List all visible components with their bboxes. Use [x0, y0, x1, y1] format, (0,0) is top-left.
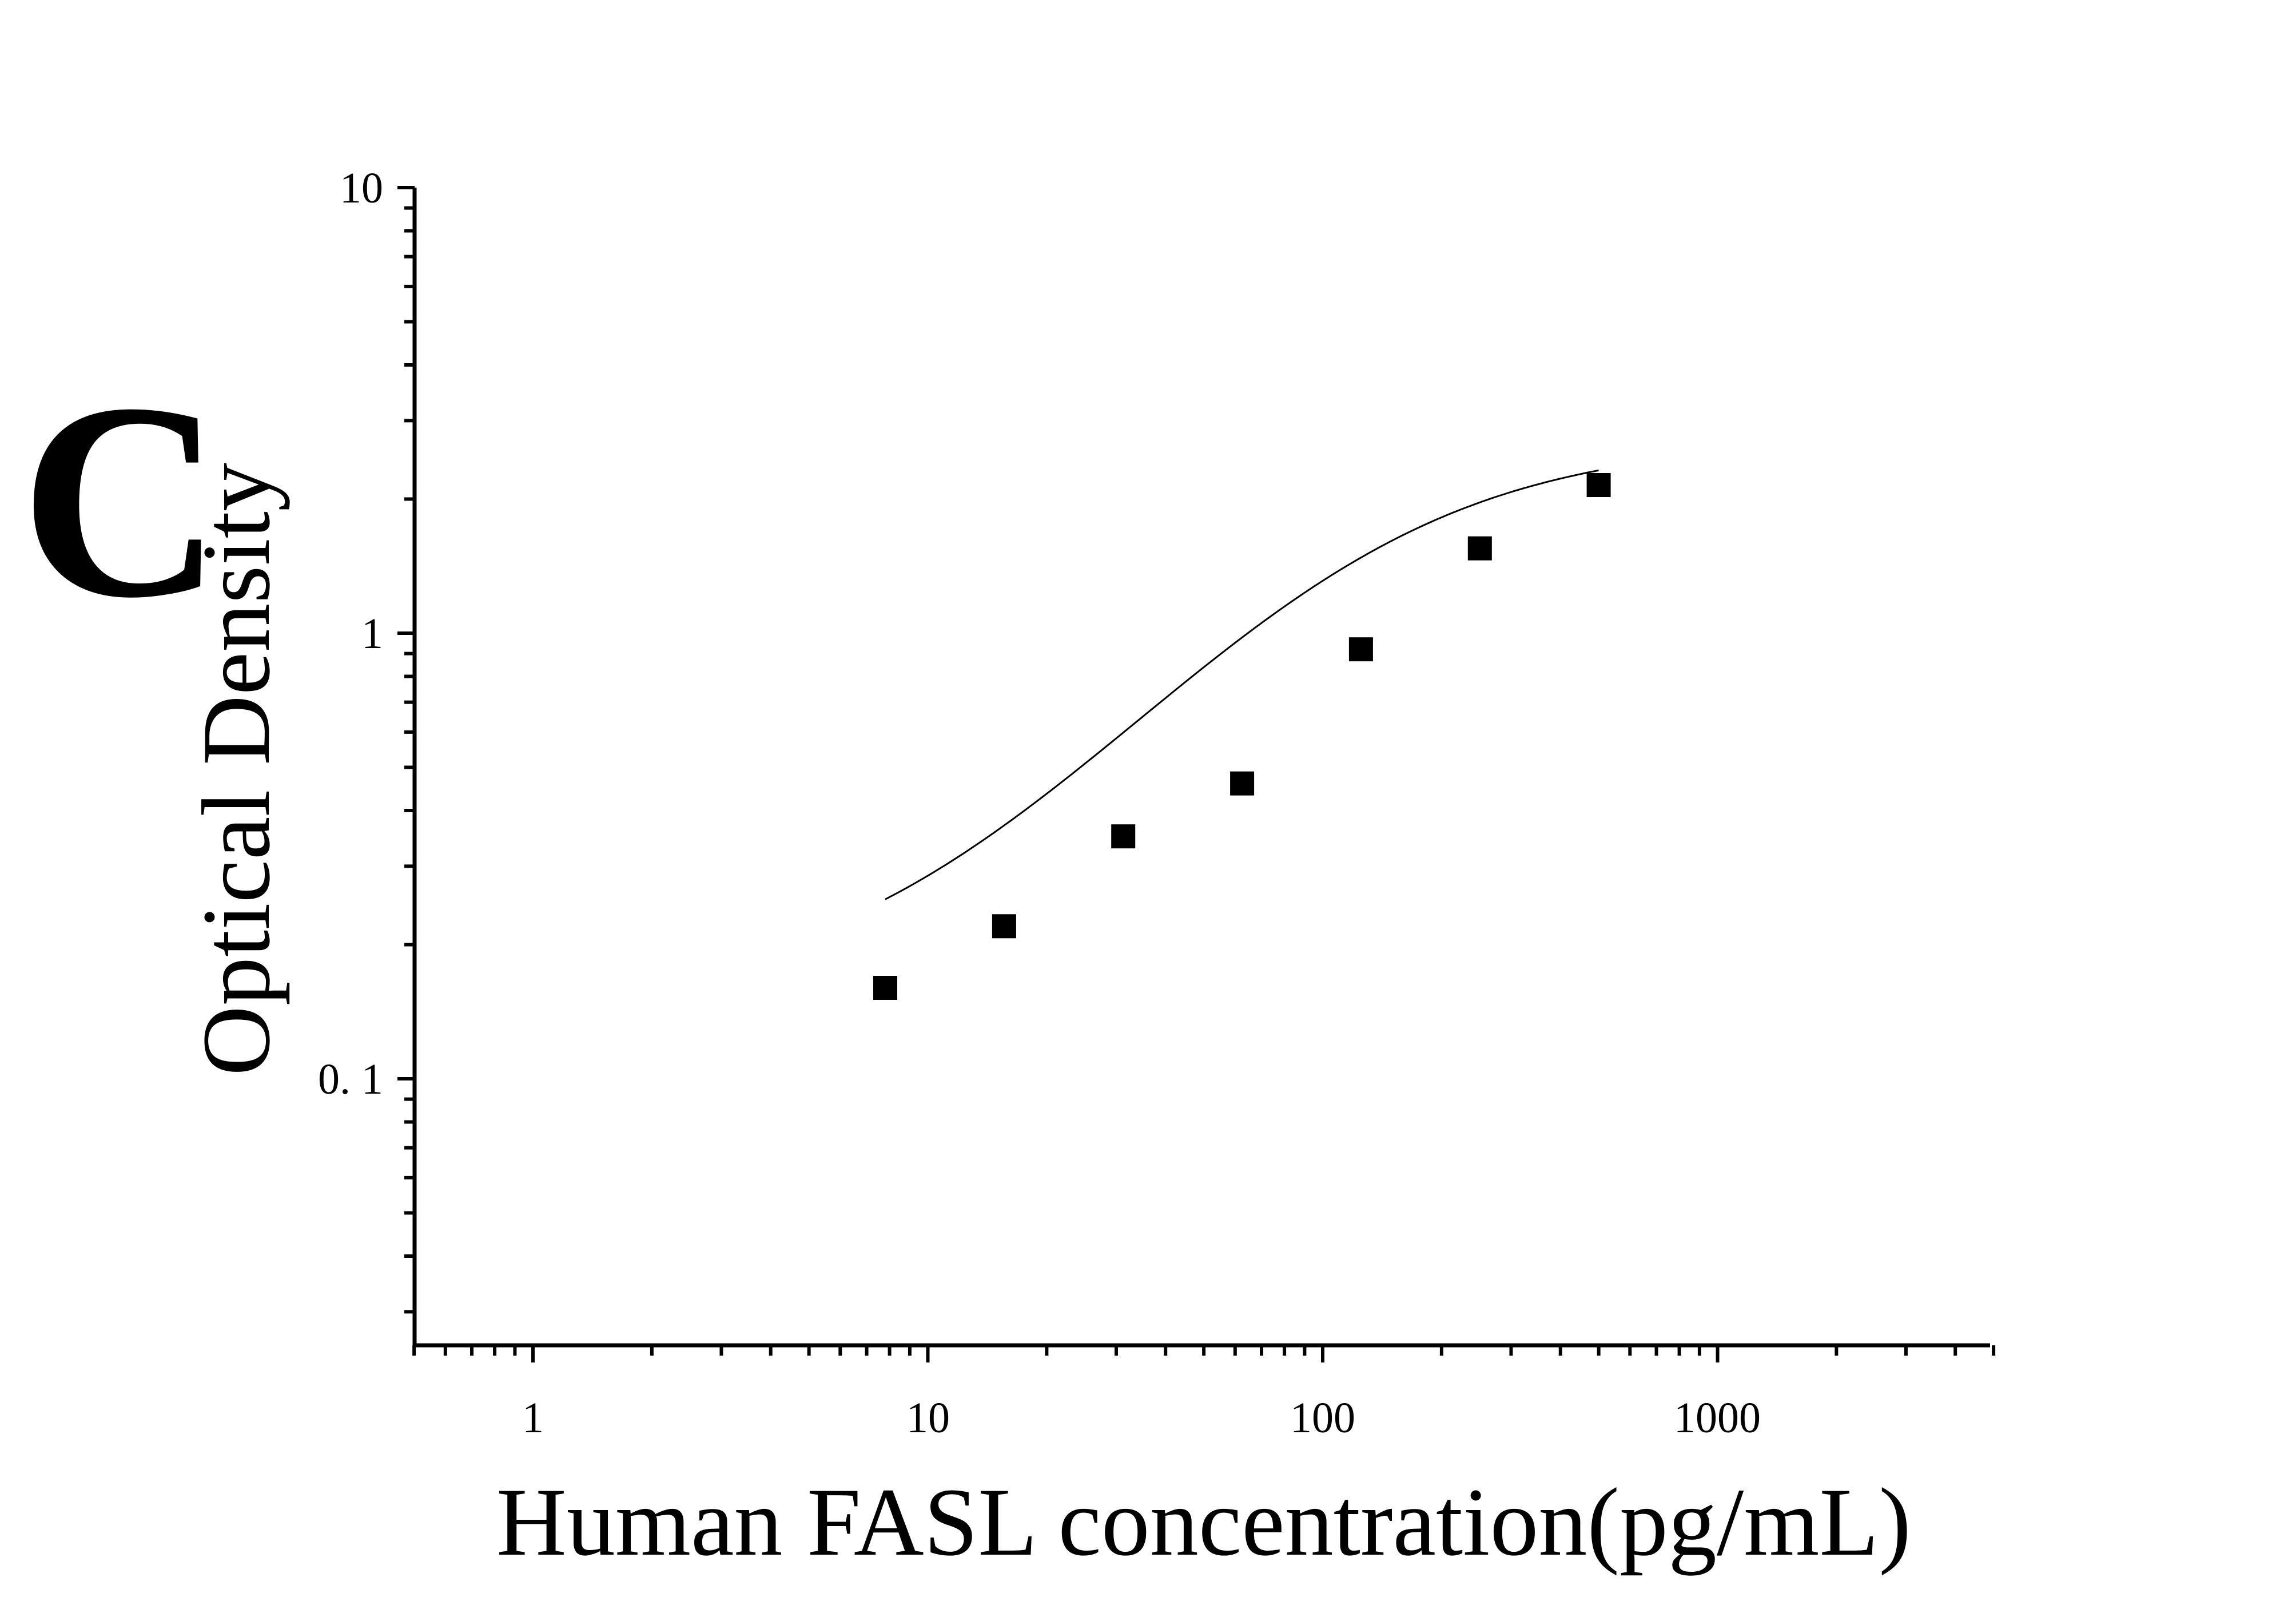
data-point [1348, 637, 1373, 662]
data-point [1111, 824, 1136, 849]
y-axis-title: Optical Density [182, 463, 290, 1076]
data-point [873, 976, 897, 1000]
x-tick-label-1: 1 [522, 1394, 544, 1442]
y-tick-label-0.1: 0. 1 [318, 1055, 383, 1103]
axis-ticks [397, 186, 1996, 1362]
data-point [1586, 473, 1611, 497]
x-axis-title: Human FASL concentration(pg/mL) [496, 1468, 1911, 1576]
x-tick-labels: 1 10 100 1000 [522, 1394, 1761, 1442]
y-tick-labels: 10 1 0. 1 [318, 164, 383, 1103]
data-point [992, 914, 1016, 939]
data-markers [873, 473, 1611, 1000]
x-tick-label-10: 10 [906, 1394, 950, 1442]
panel-label: C [20, 345, 222, 655]
x-tick-label-1000: 1000 [1674, 1394, 1761, 1442]
x-tick-label-100: 100 [1290, 1394, 1355, 1442]
fit-curve [885, 469, 1599, 900]
y-tick-label-10: 10 [340, 164, 383, 212]
data-point [1230, 771, 1255, 796]
data-point [1467, 536, 1492, 561]
y-tick-label-1: 1 [361, 610, 383, 658]
